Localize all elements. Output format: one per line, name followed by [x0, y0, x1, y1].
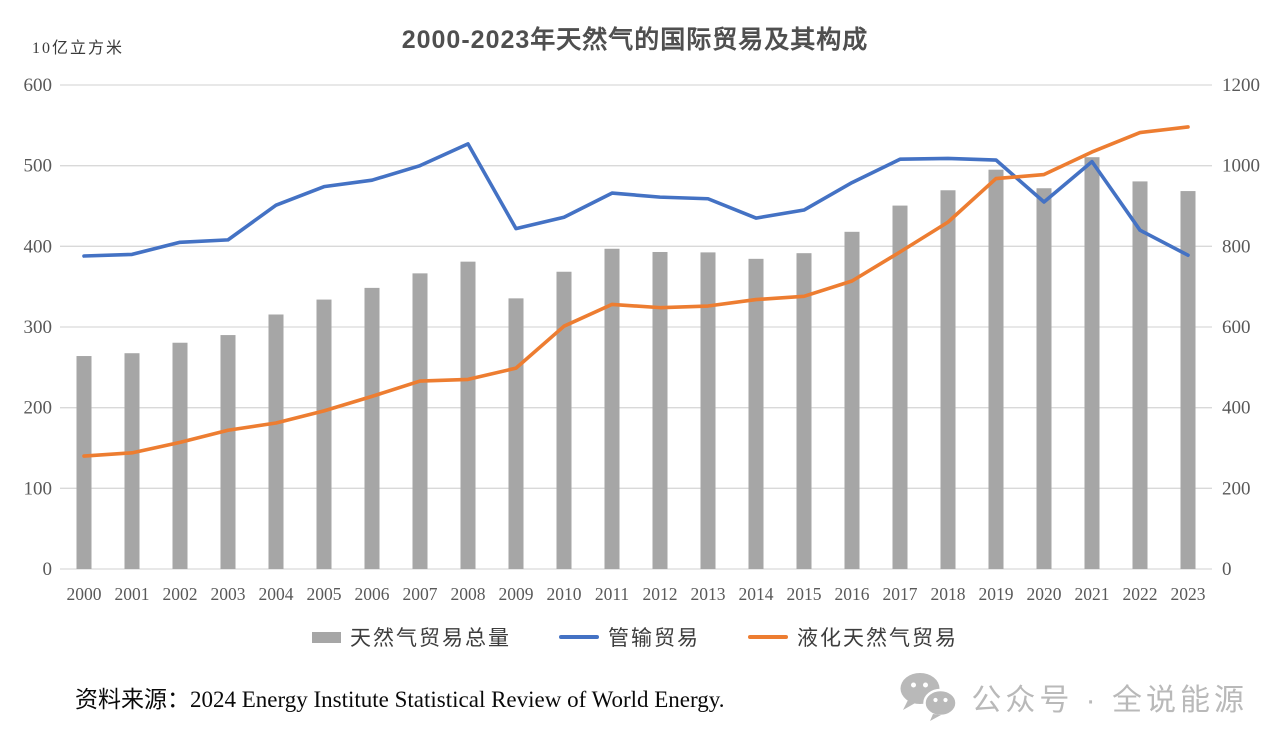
- bar-2010: [556, 271, 572, 569]
- bar-2014: [748, 258, 764, 569]
- x-axis-label-2016: 2016: [835, 584, 870, 604]
- x-axis-label-2011: 2011: [595, 584, 629, 604]
- x-axis-label-2012: 2012: [643, 584, 678, 604]
- x-axis-label-2020: 2020: [1027, 584, 1062, 604]
- bar-2016: [844, 231, 860, 569]
- right-axis-tick-400: 400: [1222, 398, 1251, 419]
- bar-2001: [124, 353, 140, 569]
- pipeline-trade-line: [82, 142, 1190, 258]
- bar-2018: [940, 190, 956, 569]
- x-axis-label-2006: 2006: [355, 584, 390, 604]
- x-axis-label-2010: 2010: [547, 584, 582, 604]
- bar-2005: [316, 299, 332, 569]
- bar-2020: [1036, 188, 1052, 569]
- x-axis-label-2018: 2018: [931, 584, 966, 604]
- legend-item-lng: 液化天然气贸易: [748, 622, 958, 652]
- source-note: 资料来源：2024 Energy Institute Statistical R…: [75, 687, 725, 712]
- bar-2011: [604, 248, 620, 569]
- left-axis-unit-label: 10亿立方米: [32, 40, 125, 57]
- bar-2000: [76, 356, 92, 569]
- right-axis-tick-800: 800: [1222, 236, 1251, 257]
- right-axis-tick-600: 600: [1222, 317, 1251, 338]
- left-axis-tick-100: 100: [24, 478, 53, 499]
- bar-2019: [988, 169, 1004, 569]
- x-axis-label-2007: 2007: [403, 584, 438, 604]
- bar-2004: [268, 314, 284, 569]
- bar-2008: [460, 261, 476, 569]
- bar-2017: [892, 205, 908, 569]
- x-axis-label-2019: 2019: [979, 584, 1014, 604]
- x-axis-label-2004: 2004: [259, 584, 294, 604]
- right-axis-tick-1200: 1200: [1222, 75, 1260, 96]
- bar-2002: [172, 342, 188, 569]
- x-axis-label-2009: 2009: [499, 584, 534, 604]
- gridlines: [60, 84, 1212, 570]
- pipeline-line-swatch: [559, 635, 599, 639]
- legend-label-total: 天然气贸易总量: [350, 626, 511, 650]
- legend-item-total: 天然气贸易总量: [312, 622, 511, 652]
- x-axis-label-2014: 2014: [739, 584, 774, 604]
- x-axis-label-2023: 2023: [1171, 584, 1206, 604]
- x-axis-label-2000: 2000: [67, 584, 102, 604]
- lng-line-swatch: [748, 635, 788, 639]
- x-axis-label-2003: 2003: [211, 584, 246, 604]
- bar-2022: [1132, 181, 1148, 569]
- left-axis-tick-300: 300: [24, 317, 53, 338]
- footer: 资料来源：2024 Energy Institute Statistical R…: [0, 672, 1270, 722]
- legend-item-pipeline: 管输贸易: [559, 622, 700, 652]
- trade-combo-chart: 0 100 200 300 400 500 600 0 200 400 600 800 1000 1200…: [24, 75, 1261, 604]
- right-axis-tick-0: 0: [1222, 559, 1232, 580]
- bar-2015: [796, 253, 812, 569]
- legend-label-lng: 液化天然气贸易: [797, 626, 958, 650]
- bar-2006: [364, 287, 380, 569]
- bar-2009: [508, 298, 524, 569]
- bar-2021: [1084, 157, 1100, 569]
- bar-2013: [700, 252, 716, 569]
- bar-2023: [1180, 191, 1196, 569]
- x-axis-label-2005: 2005: [307, 584, 342, 604]
- right-axis-tick-1000: 1000: [1222, 156, 1260, 177]
- page-title: 2000-2023年天然气的国际贸易及其构成: [401, 26, 869, 54]
- left-axis-tick-0: 0: [43, 559, 53, 580]
- total-trade-bars: [76, 157, 1196, 570]
- right-axis-tick-200: 200: [1222, 478, 1251, 499]
- x-axis-label-2022: 2022: [1123, 584, 1158, 604]
- x-axis-label-2001: 2001: [115, 584, 150, 604]
- x-axis-label-2008: 2008: [451, 584, 486, 604]
- bar-2007: [412, 273, 428, 569]
- wechat-watermark: 公众号 · 全说能源: [899, 672, 1248, 722]
- x-axis-label-2017: 2017: [883, 584, 918, 604]
- total-bar-swatch: [312, 631, 341, 643]
- watermark-text: 公众号 · 全说能源: [971, 684, 1248, 717]
- bar-2012: [652, 251, 668, 570]
- wechat-icon: [900, 673, 959, 721]
- legend-label-pipeline: 管输贸易: [608, 626, 700, 650]
- left-axis-tick-200: 200: [24, 398, 53, 419]
- left-axis-tick-600: 600: [24, 75, 53, 96]
- x-axis-label-2013: 2013: [691, 584, 726, 604]
- bar-2003: [220, 335, 236, 569]
- x-axis-label-2015: 2015: [787, 584, 822, 604]
- x-axis-label-2021: 2021: [1075, 584, 1110, 604]
- left-axis-tick-400: 400: [24, 236, 53, 257]
- lng-trade-line: [82, 125, 1190, 458]
- left-axis-tick-500: 500: [24, 156, 53, 177]
- chart-legend: 天然气贸易总量 管输贸易 液化天然气贸易: [0, 622, 1270, 652]
- x-axis-label-2002: 2002: [163, 584, 198, 604]
